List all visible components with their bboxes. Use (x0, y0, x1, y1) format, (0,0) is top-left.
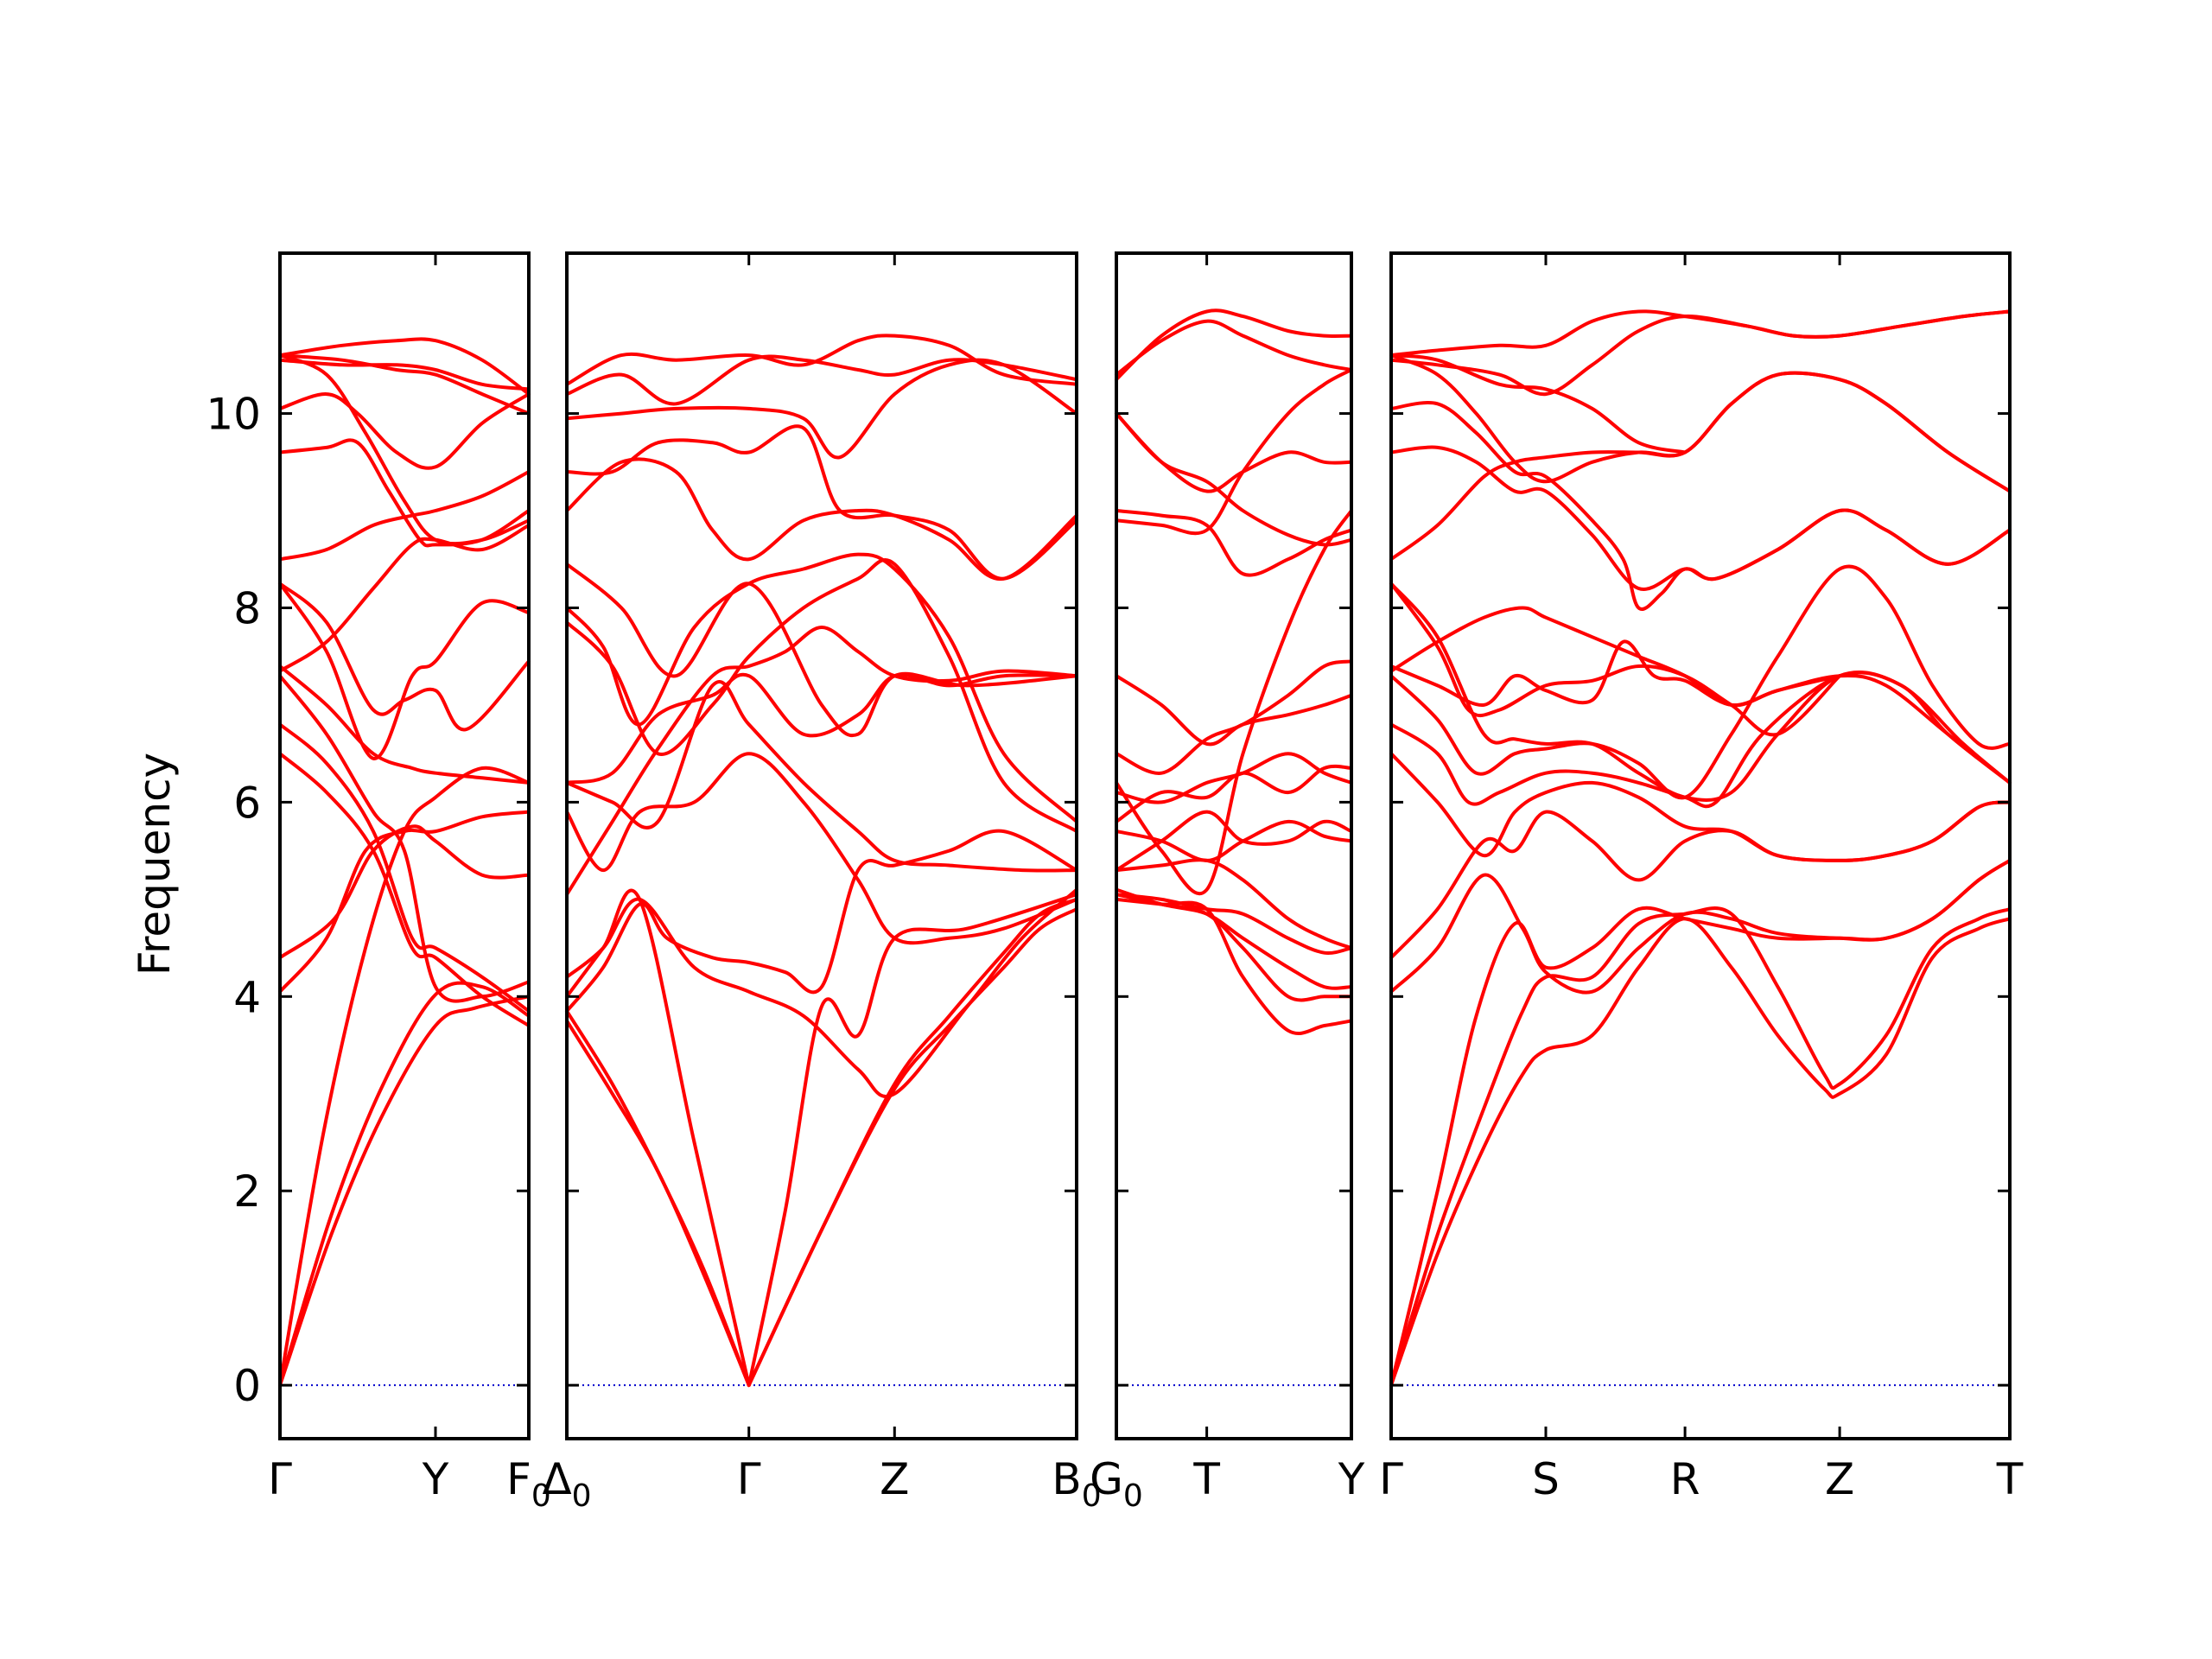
band-line (278, 664, 531, 785)
x-tick-label: B0 (1052, 1454, 1101, 1514)
band-line (278, 523, 531, 673)
y-tick-label: 2 (233, 1166, 261, 1217)
band-line (1115, 368, 1353, 536)
panel-2 (565, 251, 1078, 1440)
band-line (278, 353, 531, 546)
band-line (278, 995, 531, 1388)
band-line (565, 680, 1078, 873)
band-line (1115, 858, 1353, 950)
band-line (1389, 582, 2012, 802)
band-line (278, 392, 531, 470)
y-tick-label: 10 (206, 390, 261, 440)
band-line (1115, 887, 1353, 990)
band-line (1389, 582, 1842, 737)
band-line (1115, 810, 1353, 873)
y-axis-label: Frequency (130, 753, 180, 976)
band-line (1115, 411, 1353, 547)
x-tick-label: Γ (737, 1454, 761, 1504)
band-line (278, 766, 531, 1388)
x-tick-label: R (1670, 1454, 1700, 1504)
y-tick-labels: 0 2 4 6 8 10 (206, 390, 261, 1412)
band-line (1389, 606, 1842, 708)
band-line (1115, 509, 1353, 577)
band-line (1115, 893, 1353, 956)
band-line (278, 358, 531, 391)
band-line (1115, 509, 1353, 896)
band-line (278, 337, 531, 397)
band-line (1389, 353, 2012, 493)
band-line (278, 981, 531, 1388)
band-line (278, 674, 531, 1003)
y-tick-label: 4 (233, 972, 261, 1022)
panel-frame (1115, 251, 1353, 1440)
band-line (278, 353, 531, 416)
panel-3 (1115, 251, 1353, 1440)
band-line (1389, 752, 2012, 862)
panel-1 (278, 251, 531, 1440)
band-line (747, 893, 1078, 1388)
band-line (565, 672, 1078, 785)
band-line (565, 829, 1078, 1014)
band-line (1115, 752, 1353, 804)
band-line (1389, 353, 1688, 454)
band-line (565, 457, 1078, 581)
band-line (565, 887, 1078, 1098)
y-tick-label: 8 (233, 583, 261, 633)
band-line (565, 354, 1078, 406)
panel-4 (1389, 251, 2012, 1440)
x-tick-label: S (1532, 1454, 1560, 1504)
band-line (1115, 659, 1353, 775)
band-line (565, 334, 1078, 386)
band-panels (278, 251, 2012, 1440)
x-tick-label: Δ0 (542, 1454, 591, 1514)
band-line (1389, 401, 2012, 611)
band-line (565, 1009, 751, 1388)
band-line (565, 562, 1078, 738)
panel-frame (278, 251, 531, 1440)
band-line (278, 810, 531, 994)
y-tick-label: 6 (233, 778, 261, 828)
x-tick-label: T (1996, 1454, 2024, 1504)
x-tick-label: G0 (1090, 1454, 1143, 1514)
band-line (1389, 309, 2012, 397)
band-line (565, 558, 1078, 834)
band-line (1389, 639, 2012, 785)
x-tick-label: Γ (268, 1454, 292, 1504)
x-tick-label: Z (880, 1454, 909, 1504)
band-line (1389, 858, 2012, 995)
band-line (1115, 819, 1353, 862)
band-line (1115, 308, 1353, 382)
band-line (565, 552, 1078, 823)
band-line (1389, 445, 2012, 591)
panel-frame (565, 251, 1078, 1440)
x-tick-label: Y (1338, 1454, 1365, 1504)
y-tick-label: 0 (233, 1361, 261, 1411)
band-line (565, 752, 1078, 945)
band-line (565, 1019, 751, 1388)
x-tick-label: Y (422, 1454, 449, 1504)
x-tick-label: F0 (506, 1454, 551, 1514)
band-line (278, 824, 531, 960)
band-line (565, 424, 1078, 581)
x-tick-label: Z (1825, 1454, 1854, 1504)
band-line (747, 897, 1078, 1388)
band-line (278, 722, 531, 1014)
band-line (278, 582, 531, 760)
band-line (278, 582, 531, 732)
band-line (565, 626, 1078, 897)
band-line (1389, 858, 2012, 1388)
band-line (1389, 800, 2012, 960)
band-line (1115, 674, 1353, 747)
panel-frame (1389, 251, 2012, 1440)
band-line (1389, 917, 2012, 1388)
band-line (1115, 319, 1353, 377)
x-tick-label: T (1192, 1454, 1220, 1504)
band-line (1389, 564, 2012, 800)
band-line (1115, 897, 1353, 1035)
x-tick-label: Γ (1379, 1454, 1403, 1504)
